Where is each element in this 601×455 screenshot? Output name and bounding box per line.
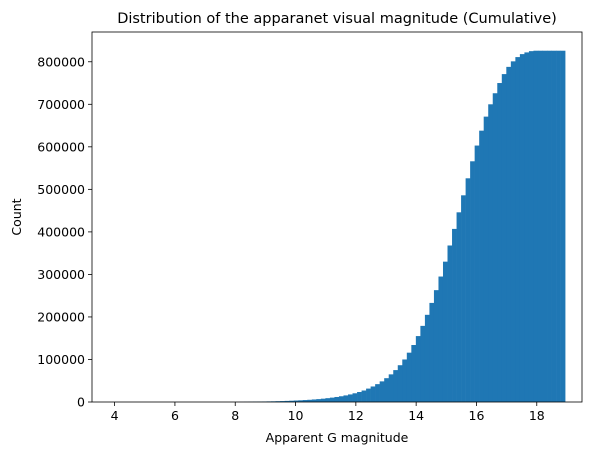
x-tick-label: 10 <box>288 408 304 423</box>
histogram-bar <box>311 399 317 402</box>
histogram-bar <box>456 212 462 402</box>
histogram-bar <box>411 345 417 402</box>
histogram-bar <box>338 396 344 402</box>
histogram-bar <box>370 386 376 402</box>
y-tick-label: 700000 <box>37 97 85 112</box>
histogram-bar <box>329 397 335 402</box>
histogram-bar <box>429 302 435 402</box>
x-axis-ticks: 4 6 8 10 12 14 16 18 <box>111 402 545 423</box>
y-tick-label: 600000 <box>37 139 85 154</box>
histogram-bar <box>524 52 530 402</box>
x-tick-label: 8 <box>231 408 239 423</box>
x-axis-label: Apparent G magnitude <box>266 430 409 445</box>
histogram-bar <box>551 50 557 403</box>
histogram-bar <box>357 392 362 402</box>
histogram-bar <box>424 314 430 402</box>
histogram-bar <box>433 290 439 402</box>
y-tick-label: 0 <box>77 395 85 410</box>
histogram-bar <box>325 398 331 402</box>
histogram-bar <box>384 378 390 402</box>
histogram-bar <box>497 83 503 402</box>
histogram-bar <box>320 398 326 402</box>
histogram-bar <box>492 93 498 403</box>
histogram-bar <box>302 400 308 402</box>
histogram-bar <box>560 50 566 403</box>
y-tick-label: 200000 <box>37 309 85 324</box>
histogram-bar <box>547 50 552 403</box>
x-tick-label: 12 <box>348 408 364 423</box>
histogram-bar <box>289 400 295 402</box>
histogram-bar <box>501 74 507 402</box>
y-tick-label: 100000 <box>37 352 85 367</box>
histogram-bar <box>510 61 516 403</box>
histogram-bar <box>275 401 281 402</box>
histogram-bar <box>352 393 358 402</box>
histogram-bar <box>284 400 290 402</box>
histogram-bar <box>447 245 453 402</box>
histogram-bar <box>488 104 494 403</box>
histogram-bar <box>375 384 380 402</box>
histogram-bar <box>397 365 403 402</box>
y-tick-label: 800000 <box>37 54 85 69</box>
x-tick-label: 6 <box>171 408 179 423</box>
histogram-bar <box>393 370 399 402</box>
chart-title: Distribution of the apparanet visual mag… <box>117 11 557 27</box>
x-tick-label: 16 <box>469 408 485 423</box>
histogram-bar <box>379 381 385 402</box>
histogram-bar <box>316 399 322 402</box>
histogram-bar <box>438 276 444 402</box>
y-tick-label: 400000 <box>37 224 85 239</box>
histogram-bar <box>406 352 412 402</box>
histogram-bar <box>420 325 426 402</box>
histogram-bar <box>542 50 548 403</box>
histogram-bar <box>307 399 313 402</box>
y-tick-label: 300000 <box>37 267 85 282</box>
histogram-bar <box>366 388 371 402</box>
x-tick-label: 4 <box>111 408 119 423</box>
histogram-bar <box>348 394 353 402</box>
x-tick-label: 18 <box>529 408 545 423</box>
y-axis-ticks: 0 100000 200000 300000 400000 500000 600000 700… <box>37 54 92 410</box>
histogram-bar <box>293 400 299 402</box>
histogram-bar <box>280 401 285 402</box>
histogram-bars <box>234 50 566 403</box>
histogram-bar <box>452 228 457 402</box>
histogram-bar <box>415 336 421 402</box>
y-axis-label: Count <box>9 198 24 235</box>
histogram-bar <box>483 116 489 402</box>
histogram-bar <box>470 161 475 402</box>
plot-area-frame <box>91 31 583 403</box>
histogram-bar <box>474 145 480 403</box>
histogram-bar <box>298 400 304 402</box>
x-tick-label: 14 <box>408 408 424 423</box>
histogram-bar <box>402 359 408 402</box>
histogram-bar <box>506 66 512 403</box>
histogram-bar <box>388 374 394 402</box>
histogram-bar <box>556 50 561 403</box>
histogram-bar <box>519 54 525 403</box>
y-tick-label: 500000 <box>37 182 85 197</box>
histogram-bar <box>537 50 543 403</box>
histogram-bar <box>528 51 534 402</box>
histogram-bar <box>479 130 484 403</box>
histogram-bar <box>515 57 521 403</box>
histogram-bar <box>461 195 466 402</box>
histogram-bar <box>533 50 539 403</box>
histogram-bar <box>465 178 471 402</box>
histogram-bar <box>361 390 367 402</box>
histogram-bar <box>343 395 349 402</box>
histogram-bar <box>334 396 340 402</box>
histogram-bar <box>442 261 448 402</box>
